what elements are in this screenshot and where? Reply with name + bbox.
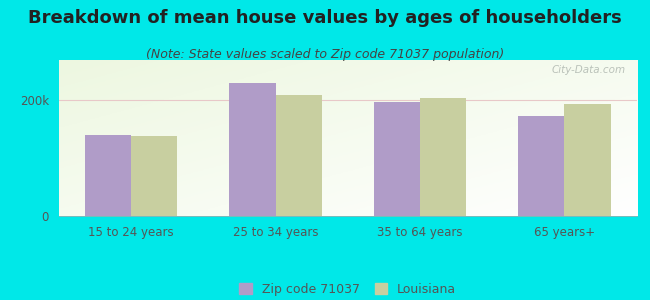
Bar [374,102,420,216]
Bar [229,83,276,216]
Bar [276,95,322,216]
Text: Breakdown of mean house values by ages of householders: Breakdown of mean house values by ages o… [28,9,622,27]
Legend: Zip code 71037, Louisiana: Zip code 71037, Louisiana [239,283,456,296]
Bar [518,116,564,216]
Bar [84,135,131,216]
Bar [131,136,177,216]
Text: City-Data.com: City-Data.com [551,65,625,75]
Bar [564,104,611,216]
Bar [420,98,466,216]
Text: (Note: State values scaled to Zip code 71037 population): (Note: State values scaled to Zip code 7… [146,48,504,61]
